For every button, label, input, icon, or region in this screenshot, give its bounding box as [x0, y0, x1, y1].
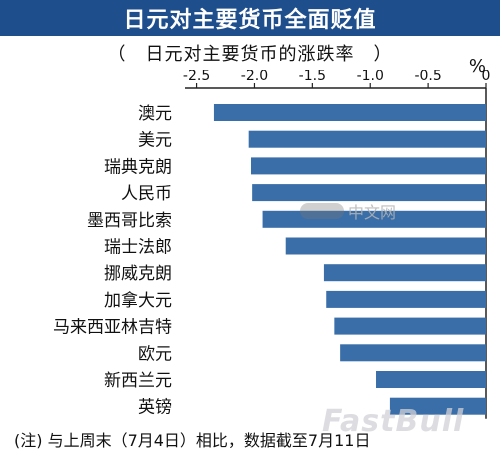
category-label: 澳元 [138, 104, 172, 124]
category-label: 英镑 [138, 398, 172, 418]
x-tick-label: -2.5 [183, 70, 210, 84]
bar [389, 397, 486, 415]
unit-label: % [468, 56, 486, 77]
category-label: 加拿大元 [104, 290, 172, 311]
x-tick-label: -1.5 [299, 70, 326, 84]
bar [262, 210, 486, 228]
x-tick-label: 0 [482, 70, 491, 84]
bar [250, 157, 486, 175]
bar [323, 264, 486, 282]
bar [326, 290, 486, 308]
category-label: 马来西亚林吉特 [53, 318, 172, 338]
category-label: 墨西哥比索 [87, 211, 172, 231]
watermark: 中文网 [300, 198, 450, 224]
bar [334, 317, 486, 335]
bar [285, 237, 486, 255]
x-tick-label: -1.0 [357, 70, 384, 84]
bar [248, 130, 486, 148]
footnote: (注) 与上周末（7月4日）相比，数据截至7月11日 [14, 431, 371, 450]
category-label: 欧元 [138, 344, 172, 364]
chart-title: 日元对主要货币全面贬值 [0, 0, 500, 36]
category-label: 新西兰元 [104, 371, 172, 391]
bar [340, 344, 486, 362]
x-tick-label: -2.0 [241, 70, 268, 84]
category-label: 挪威克朗 [104, 264, 172, 284]
x-tick-label: -0.5 [414, 70, 441, 84]
bar [213, 104, 486, 121]
category-label: 人民币 [121, 184, 172, 204]
bar-chart: -2.5 -2.0 -1.5 -1.0 -0.5 0 澳元美元瑞典克朗人民币墨西哥比索瑞士法… [53, 70, 491, 419]
brand-watermark: FastBull [322, 404, 465, 439]
category-label: 瑞士法郎 [104, 238, 172, 258]
category-label: 美元 [138, 131, 172, 151]
bar [376, 371, 486, 388]
chart-subtitle: （ 日元对主要货币的涨跌率 ） [107, 44, 393, 65]
watermark-logo-icon [300, 203, 344, 219]
bar [252, 184, 486, 202]
category-label: 瑞典克朗 [104, 157, 172, 177]
watermark-text: 中文网 [348, 203, 397, 222]
